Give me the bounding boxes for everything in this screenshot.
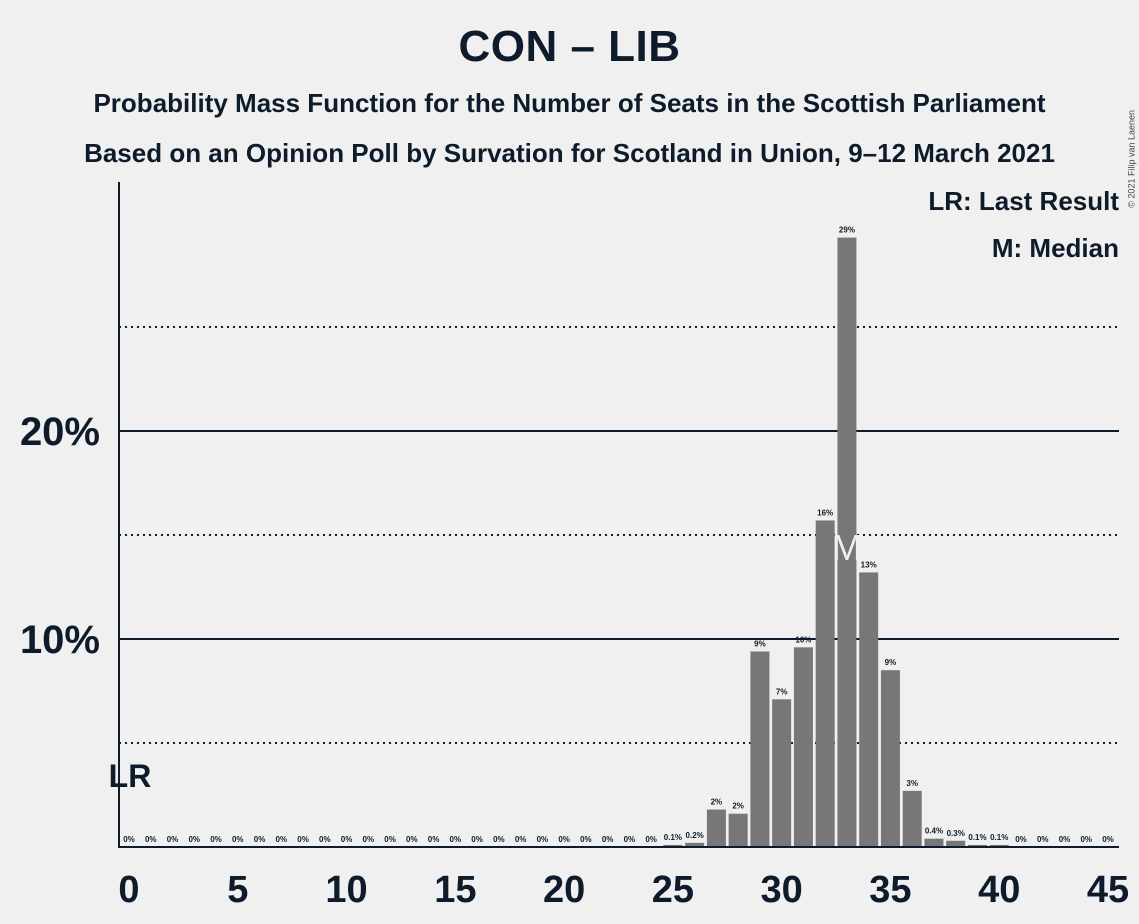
bar-27 [706,809,726,847]
grid-layer [119,326,1119,744]
x-tick-label-35: 35 [869,869,911,911]
data-label-32: 16% [817,508,833,517]
data-label-22: 0% [602,835,614,844]
data-label-38: 0.3% [947,829,965,838]
bar-32 [815,520,835,847]
data-label-28: 2% [732,802,744,811]
bar-30 [772,699,792,847]
data-label-23: 0% [624,835,636,844]
x-tick-label-20: 20 [543,869,585,911]
median-marker: M [832,527,862,568]
data-label-45: 0% [1102,835,1114,844]
data-label-17: 0% [493,835,505,844]
chart-subtitle-2: Based on an Opinion Poll by Survation fo… [84,138,1055,168]
x-tick-label-45: 45 [1087,869,1129,911]
bar-31 [793,647,813,847]
x-tick-label-30: 30 [761,869,803,911]
data-label-34: 13% [861,560,877,569]
bar-34 [859,572,879,847]
bar-25 [663,844,683,847]
data-label-0: 0% [123,835,135,844]
data-labels-layer: 0% 0% 0% 0% 0% 0% 0% 0% 0% 0% 0% 0% 0% 0% 0% 0% 0% 0% 0% 0%… [123,226,1114,844]
data-label-2: 0% [167,835,179,844]
data-label-3: 0% [188,835,200,844]
x-tick-label-40: 40 [978,869,1020,911]
data-label-16: 0% [471,835,483,844]
data-label-35: 9% [885,658,897,667]
data-label-4: 0% [210,835,222,844]
last-result-marker: LR [109,758,152,794]
bar-29 [750,651,770,847]
y-tick-label-10: 10% [20,618,100,662]
x-tick-label-5: 5 [227,869,248,911]
data-label-40: 0.1% [990,833,1008,842]
data-label-26: 0.2% [686,831,704,840]
data-label-36: 3% [906,779,918,788]
x-tick-label-10: 10 [325,869,367,911]
bar-38 [946,840,966,847]
data-label-41: 0% [1015,835,1027,844]
legend-last-result: LR: Last Result [928,186,1119,216]
data-label-42: 0% [1037,835,1049,844]
bar-39 [967,844,987,847]
bar-35 [880,670,900,847]
data-label-19: 0% [537,835,549,844]
data-label-44: 0% [1080,835,1092,844]
bar-37 [924,838,944,847]
data-label-37: 0.4% [925,827,943,836]
bars-layer [663,237,1009,847]
data-label-24: 0% [645,835,657,844]
data-label-1: 0% [145,835,157,844]
data-label-10: 0% [341,835,353,844]
x-tick-label-15: 15 [434,869,476,911]
y-tick-label-20: 20% [20,410,100,454]
data-label-9: 0% [319,835,331,844]
axis-layer: 10% 20% LR 0 5 10 15 20 25 30 35 40 45 [20,182,1129,911]
legend-median: M: Median [991,233,1119,263]
data-label-11: 0% [363,835,375,844]
data-label-30: 7% [776,687,788,696]
data-label-25: 0.1% [664,833,682,842]
data-label-33: 29% [839,226,855,235]
data-label-27: 2% [711,798,723,807]
data-label-15: 0% [450,835,462,844]
data-label-29: 9% [754,639,766,648]
data-label-43: 0% [1059,835,1071,844]
chart-subtitle-1: Probability Mass Function for the Number… [93,88,1046,118]
data-label-20: 0% [558,835,570,844]
data-label-31: 10% [795,635,811,644]
data-label-18: 0% [515,835,527,844]
data-label-14: 0% [428,835,440,844]
data-label-12: 0% [384,835,396,844]
bar-28 [728,813,748,847]
bar-36 [902,790,922,847]
data-label-5: 0% [232,835,244,844]
data-label-7: 0% [276,835,288,844]
data-label-8: 0% [297,835,309,844]
data-label-39: 0.1% [968,833,986,842]
bar-40 [989,844,1009,847]
bar-33 [837,237,857,847]
x-tick-label-25: 25 [652,869,694,911]
chart-title: CON – LIB [458,22,681,71]
data-label-13: 0% [406,835,418,844]
bar-26 [685,842,705,847]
data-label-6: 0% [254,835,266,844]
data-label-21: 0% [580,835,592,844]
x-tick-label-0: 0 [118,869,139,911]
